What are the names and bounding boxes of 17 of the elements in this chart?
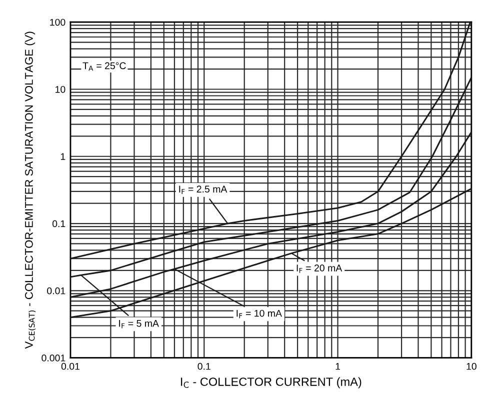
y-tick-label: 10	[56, 86, 66, 93]
y-tick-label: 0.1	[52, 220, 66, 228]
annotation: T$_{A}$ = 25°C	[82, 62, 126, 71]
y-tick-label: 1	[60, 153, 66, 160]
x-tick-label: 0.1	[198, 362, 210, 370]
y-tick-label: 0.001	[42, 354, 66, 362]
y-tick-label: 100	[50, 18, 66, 26]
x-axis-title: I$_{C}$ - COLLECTOR CURRENT (mA)	[181, 377, 362, 388]
legend-label: I$_{F}$ = 20 mA	[296, 264, 342, 273]
y-tick-label: 0.01	[47, 287, 66, 294]
text: I$_{F}$ = 5 mA	[119, 320, 159, 328]
x-tick-label: 10	[466, 362, 476, 370]
x-tick-label: 0.01	[61, 362, 80, 370]
x-tick-label: 1	[336, 363, 340, 370]
text: I$_{F}$ = 2.5 mA	[179, 186, 228, 194]
y-axis-title: V$_{CE(SAT)}$ - COLLECTOR-EMITTER SATURATION VOLTAGE (V)	[24, 32, 36, 349]
text: I$_{F}$ = 10 mA	[236, 310, 282, 318]
